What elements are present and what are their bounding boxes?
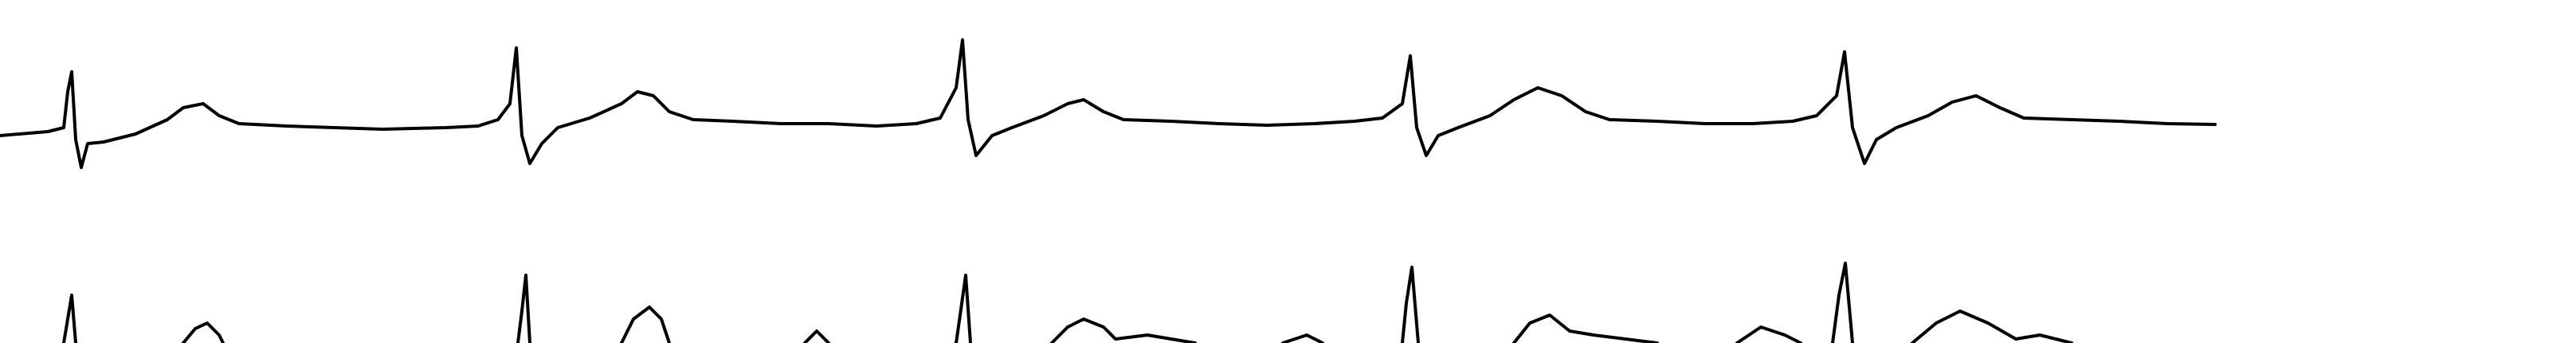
ecg-trace-top <box>0 38 2217 169</box>
ecg-trace-bottom <box>62 262 2073 343</box>
